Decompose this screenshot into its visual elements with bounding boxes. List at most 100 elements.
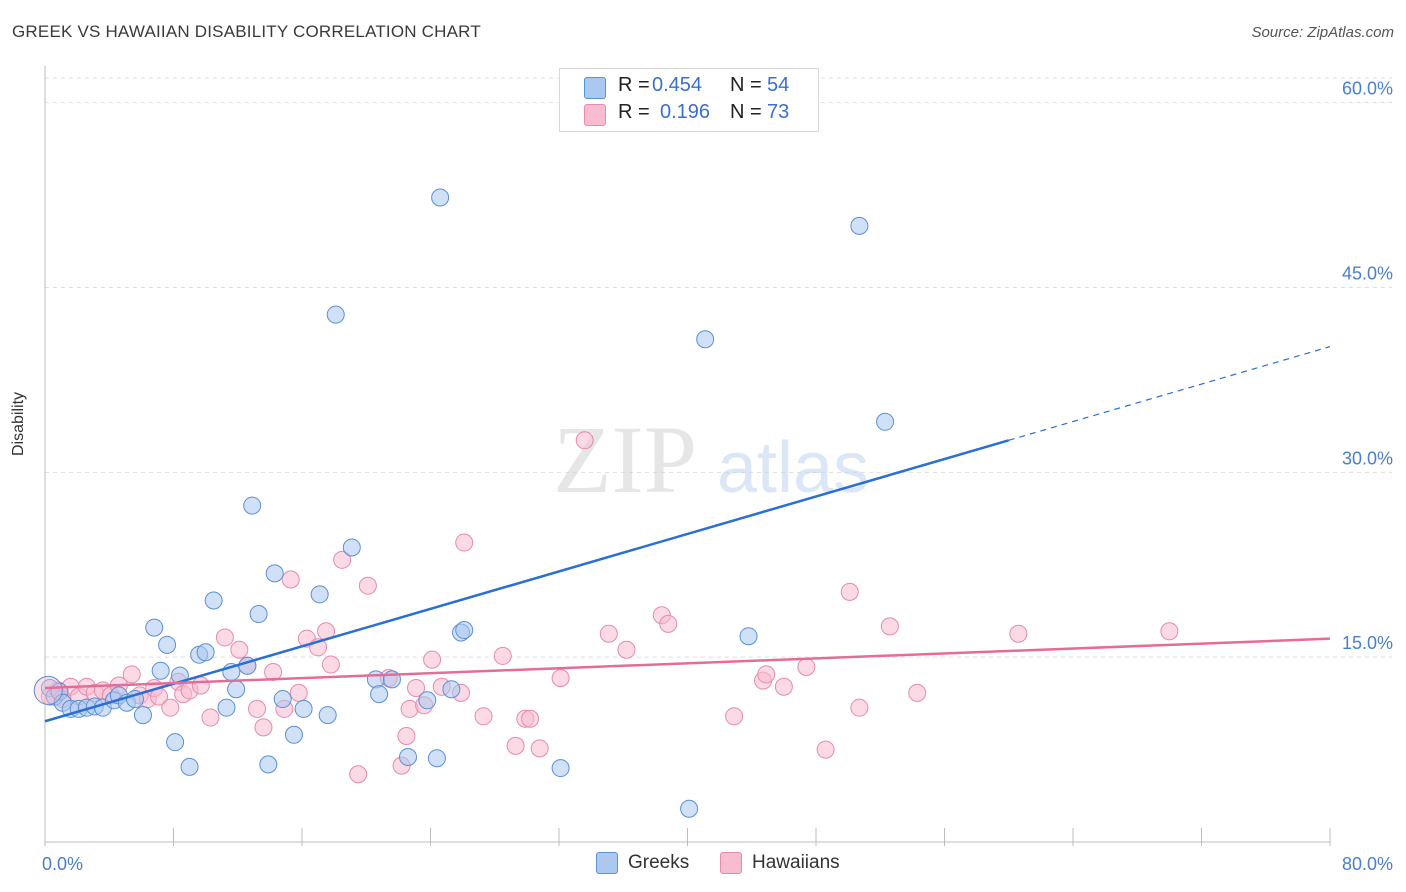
hawaiians-point	[908, 683, 927, 702]
greeks-point	[455, 621, 474, 640]
greeks-point	[166, 733, 185, 752]
axes	[44, 66, 1331, 846]
greeks-point	[265, 564, 284, 583]
hawaiians-point	[774, 677, 793, 696]
hawaiians-point	[1009, 624, 1028, 643]
correlation-legend: R = 0.454 N = 54 R = 0.196 N = 73	[559, 68, 819, 132]
legend-r-label: R =	[618, 101, 650, 123]
greeks-point	[442, 680, 461, 699]
greeks-point	[318, 706, 337, 725]
greeks-point	[680, 799, 699, 818]
hawaiians-point	[725, 707, 744, 726]
greeks-point	[366, 670, 385, 689]
y-tick-label: 45.0%	[1342, 263, 1393, 283]
legend-n-value: 54	[767, 74, 790, 96]
greeks-point	[217, 698, 236, 717]
greeks-point	[739, 627, 758, 646]
source-label: Source: ZipAtlas.com	[1251, 24, 1394, 41]
hawaiians-point	[617, 640, 636, 659]
hawaiians-point	[397, 727, 416, 746]
hawaiians-point	[797, 658, 816, 677]
hawaiians-point	[358, 576, 377, 595]
hawaiians-legend-swatch	[720, 852, 742, 874]
watermark-atlas: atlas	[717, 428, 869, 508]
hawaiians-point	[493, 646, 512, 665]
greeks-point	[427, 749, 446, 768]
greeks-point	[151, 661, 170, 680]
legend-n-label: N =	[730, 74, 762, 96]
hawaiians-point	[281, 570, 300, 589]
greeks-point	[259, 755, 278, 774]
greeks-point	[145, 618, 164, 637]
hawaiians-point	[230, 640, 249, 659]
greeks-legend-label: Greeks	[628, 852, 690, 873]
hawaiians-point	[1160, 622, 1179, 641]
hawaiians-point	[423, 650, 442, 669]
y-tick-label: 60.0%	[1342, 79, 1393, 99]
hawaiians-point	[521, 709, 540, 728]
greeks-legend-swatch	[596, 852, 618, 874]
greeks-trend-extension	[1008, 346, 1331, 441]
hawaiians-point	[575, 431, 594, 450]
greeks-point	[133, 706, 152, 725]
greeks-point	[158, 635, 177, 654]
greeks-point	[284, 725, 303, 744]
hawaiians-point	[840, 582, 859, 601]
greeks-point	[227, 680, 246, 699]
hawaiians-point	[455, 533, 474, 552]
hawaiians-point	[349, 765, 368, 784]
greeks-point	[876, 412, 895, 431]
hawaiians-point	[201, 708, 220, 727]
greeks-point	[243, 496, 262, 515]
legend-r-value: 0.454	[652, 74, 703, 96]
watermark-zip: ZIP	[553, 406, 697, 513]
hawaiians-point	[254, 718, 273, 737]
greeks-point	[431, 188, 450, 207]
watermark: ZIP atlas	[553, 406, 869, 513]
hawaiians-point	[530, 739, 549, 758]
legend-r-label: R =	[618, 74, 650, 96]
y-tick-label: 15.0%	[1342, 633, 1393, 653]
greeks-point	[551, 759, 570, 778]
hawaiians-point	[659, 614, 678, 633]
hawaiians-point	[122, 665, 141, 684]
greeks-swatch	[584, 77, 606, 99]
hawaiians-point	[880, 617, 899, 636]
greeks-point	[399, 747, 418, 766]
greeks-point	[370, 685, 389, 704]
greeks-point	[310, 585, 329, 604]
x-tick-label: 80.0%	[1342, 854, 1393, 874]
hawaiians-trend-line	[44, 637, 1331, 690]
legend-n-value: 73	[767, 101, 790, 123]
greeks-point	[196, 643, 215, 662]
greeks-point	[294, 699, 313, 718]
hawaiians-point	[215, 628, 234, 647]
legend-n-label: N =	[730, 101, 762, 123]
greeks-point	[249, 605, 268, 624]
hawaiians-point	[407, 678, 426, 697]
greeks-point	[342, 538, 361, 557]
hawaiians-point	[474, 707, 493, 726]
hawaiians-point	[161, 698, 180, 717]
greeks-point	[418, 691, 437, 710]
greeks-point	[273, 690, 292, 709]
trend-lines	[44, 346, 1331, 723]
legend-row-hawaiians: R = 0.196 N = 73	[560, 101, 818, 129]
hawaiians-point	[191, 676, 210, 695]
greeks-point	[850, 216, 869, 235]
hawaiians-point	[816, 740, 835, 759]
hawaiians-point	[757, 665, 776, 684]
tick-labels: 15.0% 30.0% 45.0% 60.0% 0.0% 80.0%	[42, 79, 1393, 874]
greeks-trend-line	[44, 439, 1010, 723]
hawaiians-point	[289, 683, 308, 702]
greeks-point	[696, 330, 715, 349]
y-tick-label: 30.0%	[1342, 448, 1393, 468]
greeks-point	[180, 757, 199, 776]
chart-title: GREEK VS HAWAIIAN DISABILITY CORRELATION…	[12, 22, 481, 41]
greeks-point	[326, 305, 345, 324]
grid-lines	[45, 77, 1392, 658]
hawaiians-legend-label: Hawaiians	[752, 852, 840, 873]
hawaiians-point	[333, 550, 352, 569]
hawaiians-swatch	[584, 104, 606, 126]
